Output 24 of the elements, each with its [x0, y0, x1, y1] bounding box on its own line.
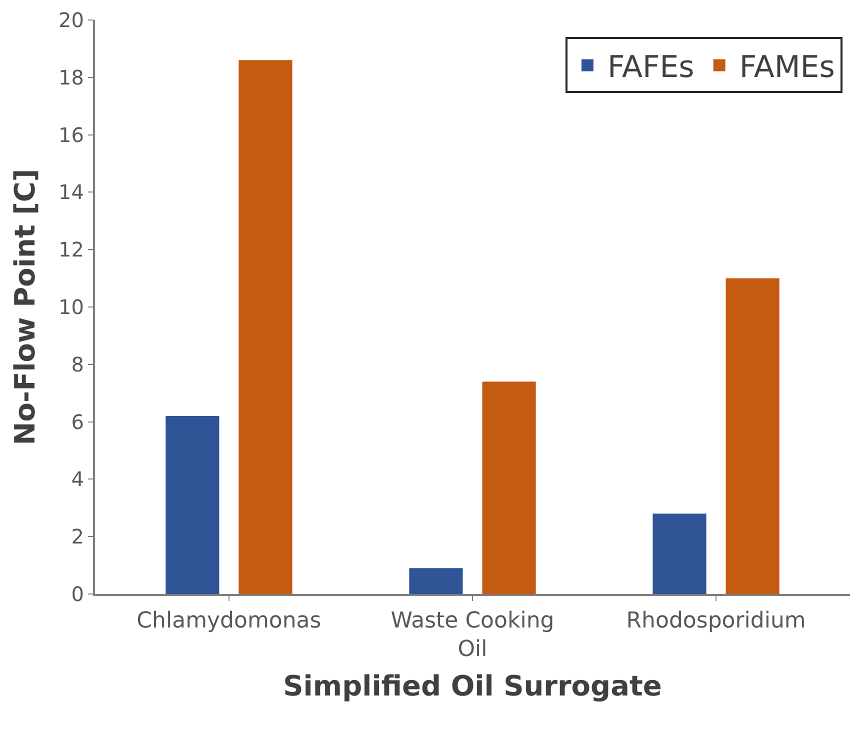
y-tick-label: 18 [58, 65, 84, 90]
y-tick-label: 6 [71, 410, 84, 434]
bar [652, 514, 706, 594]
y-tick-label: 16 [58, 122, 84, 147]
bar [238, 60, 292, 594]
y-axis-title: No-Flow Point [C] [8, 168, 42, 446]
x-tick-label: Waste Cooking Oil [390, 608, 554, 662]
y-tick-label: 10 [58, 295, 84, 319]
y-tick-label: 12 [58, 238, 84, 262]
x-tick-label: Rhodosporidium [626, 608, 806, 634]
y-tick-label: 2 [71, 524, 84, 549]
bar [482, 382, 536, 594]
y-tick-label: 4 [71, 467, 84, 492]
bar [409, 568, 463, 594]
y-tick-label: 0 [71, 582, 84, 606]
bar [726, 278, 780, 594]
legend-label: FAMEs [739, 50, 835, 85]
bar [166, 416, 220, 594]
legend-label: FAFEs [607, 50, 694, 85]
x-axis-title: Simplified Oil Surrogate [283, 670, 662, 703]
y-tick-label: 20 [58, 8, 84, 32]
y-tick-label: 14 [58, 180, 84, 204]
x-tick-label: Chlamydomonas [136, 608, 322, 634]
y-tick-label: 8 [71, 352, 84, 376]
